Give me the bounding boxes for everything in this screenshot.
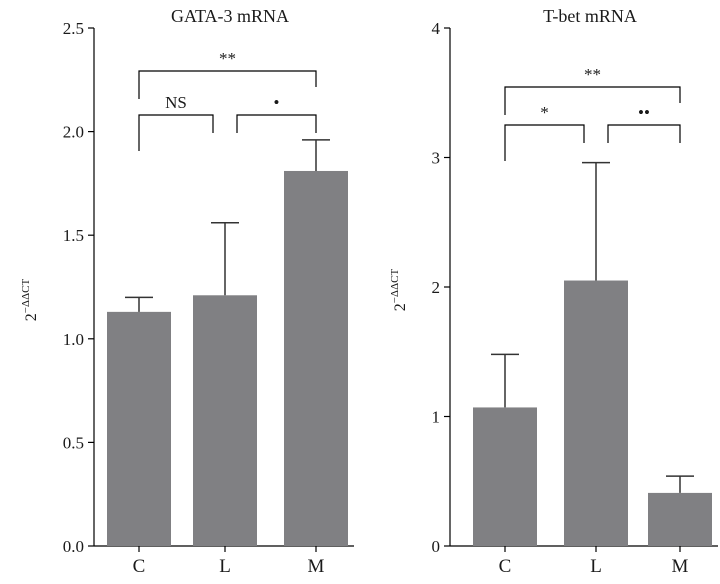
gata3-category-label: M bbox=[308, 556, 325, 577]
gata3-sig-label: ** bbox=[219, 49, 236, 68]
gata3-category-label: L bbox=[219, 556, 231, 577]
tbet-category-label: M bbox=[672, 556, 689, 577]
gata3-category-label: C bbox=[133, 556, 146, 577]
tbet-sig-bracket bbox=[504, 86, 681, 115]
gata3-bar-m bbox=[284, 170, 348, 546]
gata3-bar-l bbox=[193, 295, 257, 546]
tbet-y-label: 2−ΔΔCT bbox=[389, 269, 409, 312]
gata3-y-label: 2−ΔΔCT bbox=[20, 279, 40, 322]
tbet-bar-l bbox=[564, 280, 628, 546]
tbet-bar-m bbox=[648, 492, 712, 546]
gata3-y-label-base: 2 bbox=[23, 313, 40, 321]
gata3-sig-bracket bbox=[138, 114, 214, 151]
gata3-plot-area: 0.0 0.5 1.0 1.5 2.0 2.5 C L M NS • ** bbox=[63, 19, 354, 577]
tbet-y-tick-label: 3 bbox=[432, 149, 441, 168]
gata3-y-label-exp: −ΔΔCT bbox=[20, 279, 32, 314]
svg-text:2−ΔΔCT: 2−ΔΔCT bbox=[20, 279, 40, 322]
tbet-y-label-exp: −ΔΔCT bbox=[389, 269, 401, 304]
svg-text:2−ΔΔCT: 2−ΔΔCT bbox=[389, 269, 409, 312]
tbet-bar-c bbox=[473, 407, 537, 546]
tbet-y-tick-label: 0 bbox=[432, 537, 441, 556]
tbet-error-bar-l bbox=[582, 161, 610, 281]
gata3-error-bar-l bbox=[211, 222, 239, 296]
gata3-panel: GATA-3 mRNA 2−ΔΔCT 0.0 0.5 1.0 1.5 2.0 2.5 C L M… bbox=[20, 6, 354, 577]
gata3-title: GATA-3 mRNA bbox=[171, 6, 289, 26]
tbet-sig-label: * bbox=[540, 103, 549, 122]
gata3-y-tick-label: 0.0 bbox=[63, 537, 84, 556]
tbet-y-tick-label: 4 bbox=[432, 19, 441, 38]
gata3-sig-label: NS bbox=[165, 93, 187, 112]
gata3-y-tick-label: 2.5 bbox=[63, 19, 84, 38]
gata3-error-bar-m bbox=[302, 139, 330, 171]
gata3-bar-c bbox=[107, 311, 171, 546]
gata3-y-tick-label: 0.5 bbox=[63, 433, 84, 452]
tbet-error-bar-c bbox=[491, 353, 519, 408]
gata3-sig-bracket bbox=[138, 70, 317, 99]
gata3-y-tick-label: 1.0 bbox=[63, 330, 84, 349]
tbet-category-label: C bbox=[499, 556, 512, 577]
tbet-y-tick-label: 2 bbox=[432, 278, 441, 297]
gata3-y-tick-label: 2.0 bbox=[63, 123, 84, 142]
tbet-sig-label: ** bbox=[584, 65, 601, 84]
tbet-sig-label: •• bbox=[638, 103, 650, 122]
tbet-category-label: L bbox=[590, 556, 602, 577]
gata3-sig-label: • bbox=[274, 93, 280, 112]
gata3-sig-bracket bbox=[236, 114, 317, 133]
gata3-y-tick-label: 1.5 bbox=[63, 226, 84, 245]
tbet-y-tick-label: 1 bbox=[432, 408, 441, 427]
tbet-sig-bracket bbox=[504, 124, 585, 161]
tbet-y-label-base: 2 bbox=[392, 303, 409, 311]
tbet-error-bar-m bbox=[666, 475, 694, 493]
gata3-error-bar-c bbox=[125, 296, 153, 312]
tbet-plot-area: 0 1 2 3 4 C L M * •• ** bbox=[432, 19, 718, 577]
tbet-title: T-bet mRNA bbox=[543, 6, 637, 26]
tbet-sig-bracket bbox=[607, 124, 681, 143]
